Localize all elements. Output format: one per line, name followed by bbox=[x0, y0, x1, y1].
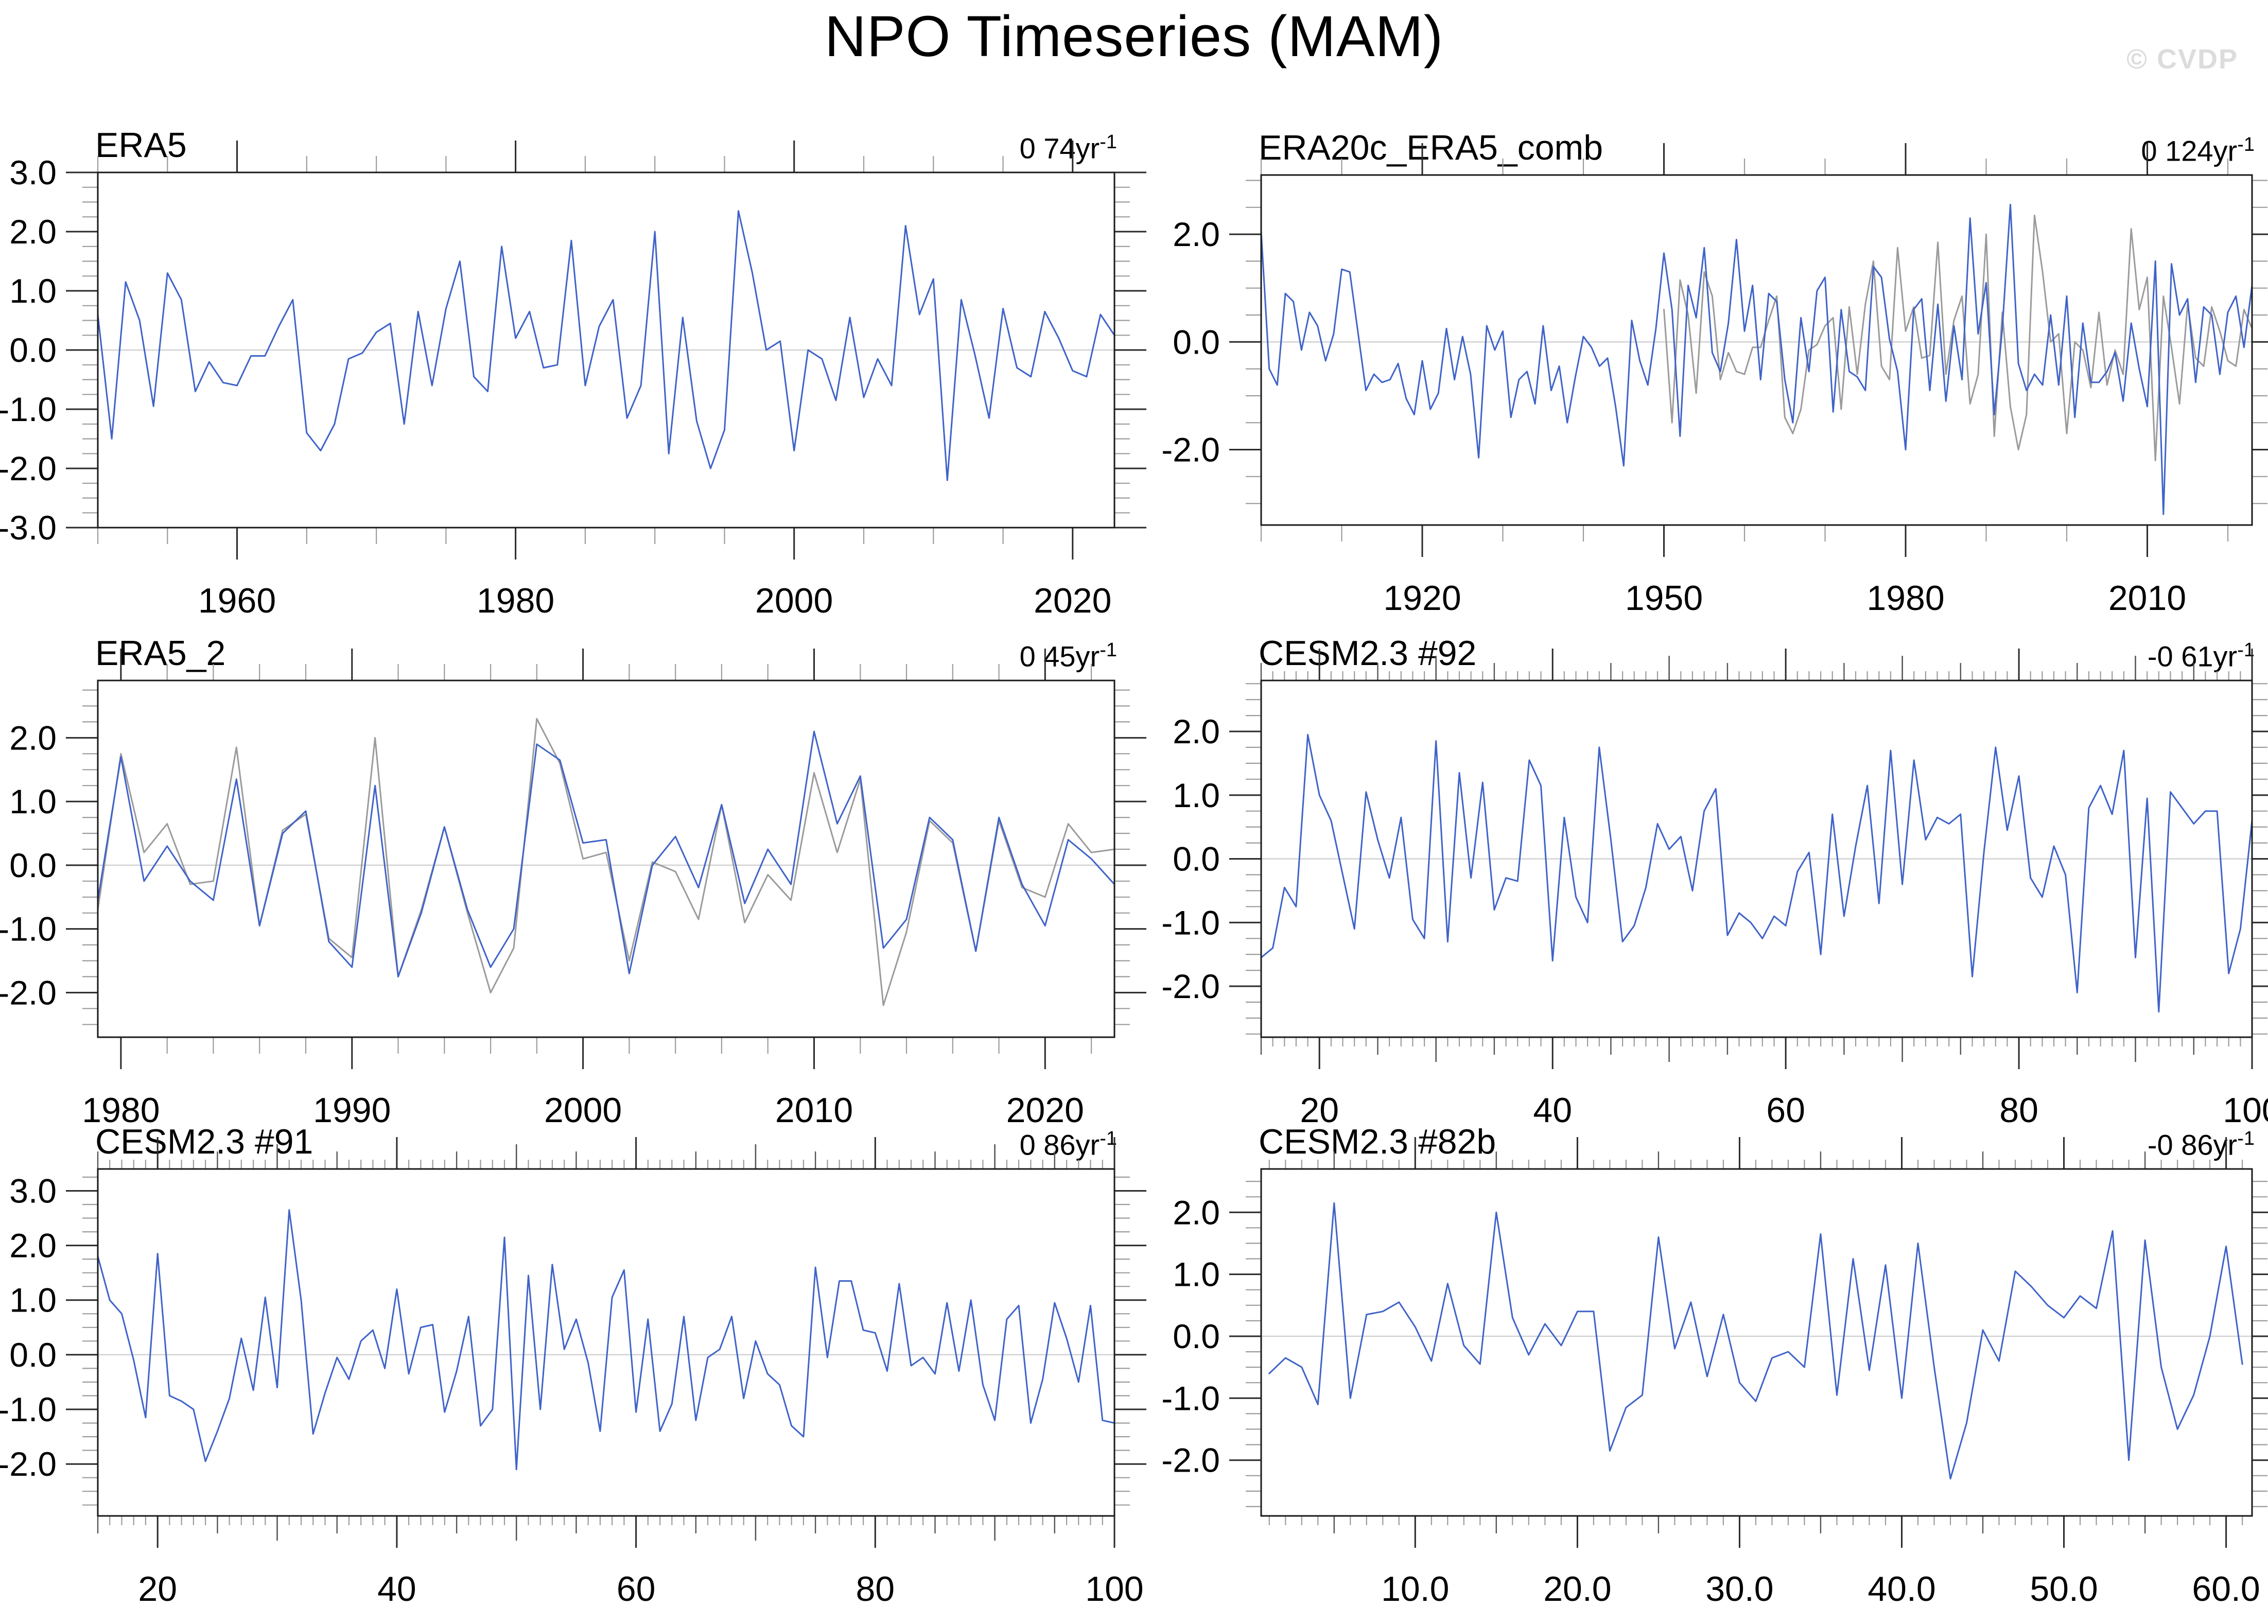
x-tick-label: 2000 bbox=[544, 1091, 622, 1130]
panel-title: CESM2.3 #82b bbox=[1259, 1122, 1496, 1161]
panel-header-era5: ERA5 0 74yr-1 bbox=[95, 125, 1117, 165]
x-tick-label: 20.0 bbox=[1543, 1569, 1611, 1609]
panel-title: ERA20c_ERA5_comb bbox=[1259, 128, 1603, 167]
x-tick-label: 2010 bbox=[775, 1091, 853, 1130]
series-line bbox=[1268, 1202, 2243, 1480]
plot-frame bbox=[97, 1168, 1115, 1517]
x-tick-label: 2000 bbox=[755, 581, 833, 620]
cvdp-watermark: © CVDP bbox=[2126, 44, 2238, 75]
y-tick-label: 0.0 bbox=[1173, 323, 1220, 361]
y-tick-label: -2.0 bbox=[0, 973, 57, 1011]
panel-header-cesm23-92: CESM2.3 #92 -0 61yr-1 bbox=[1259, 633, 2255, 673]
y-tick-label: -2.0 bbox=[1161, 967, 1220, 1005]
figure-title: NPO Timeseries (MAM) bbox=[824, 4, 1444, 68]
trend-label: -0 86yr-1 bbox=[2147, 1128, 2255, 1161]
series-line bbox=[1260, 204, 2253, 515]
y-tick-label: 0.0 bbox=[9, 846, 57, 884]
y-tick-label: 1.0 bbox=[9, 1281, 57, 1319]
y-tick-label: 2.0 bbox=[1173, 712, 1220, 750]
y-tick-label: 0.0 bbox=[1173, 1317, 1220, 1355]
y-tick-label: -2.0 bbox=[1161, 1441, 1220, 1479]
y-tick-label: -3.0 bbox=[0, 509, 57, 547]
x-tick-label: 2020 bbox=[1034, 581, 1111, 620]
timeseries-plot-era20c-era5-comb: 2.0 0.0 -2.0 1920 1950 1980 2010 bbox=[1161, 143, 2268, 618]
y-tick-label: 0.0 bbox=[1173, 840, 1220, 878]
y-tick-label: 2.0 bbox=[9, 213, 57, 251]
x-tick-label: 80 bbox=[1999, 1091, 2038, 1130]
x-tick-label: 60.0 bbox=[2192, 1569, 2260, 1609]
y-tick-label: 1.0 bbox=[1173, 776, 1220, 814]
x-tick-label: 30.0 bbox=[1705, 1569, 1773, 1609]
x-tick-label: 50.0 bbox=[2030, 1569, 2098, 1609]
y-tick-label: 3.0 bbox=[9, 153, 57, 191]
x-tick-label: 2020 bbox=[1006, 1091, 1084, 1130]
panel-header-era5-2: ERA5_2 0 45yr-1 bbox=[95, 633, 1117, 673]
x-tick-label: 2010 bbox=[2108, 579, 2186, 618]
y-tick-label: 1.0 bbox=[9, 782, 57, 820]
plot-frame bbox=[1260, 1168, 2253, 1517]
x-tick-label: 1980 bbox=[477, 581, 554, 620]
y-tick-label: -1.0 bbox=[0, 1390, 57, 1428]
y-tick-label: -2.0 bbox=[1161, 431, 1220, 469]
x-tick-label: 60 bbox=[617, 1569, 656, 1609]
trend-label: 0 124yr-1 bbox=[2141, 134, 2255, 167]
y-tick-label: -2.0 bbox=[0, 1445, 57, 1483]
y-tick-label: -1.0 bbox=[1161, 903, 1220, 941]
x-tick-label: 80 bbox=[856, 1569, 895, 1609]
timeseries-plot-cesm23-82b: 2.0 1.0 0.0 -1.0 -2.0 10.0 20.0 30.0 40.0 50.0 60.… bbox=[1161, 1137, 2268, 1609]
timeseries-plot-cesm23-91: 3.0 2.0 1.0 0.0 -1.0 -2.0 20 40 60 80 100 bbox=[0, 1137, 1146, 1609]
y-tick-label: 2.0 bbox=[9, 719, 57, 757]
trend-label: -0 61yr-1 bbox=[2147, 639, 2255, 673]
x-tick-label: 20 bbox=[138, 1569, 177, 1609]
series-line bbox=[1663, 215, 2253, 461]
series-line bbox=[97, 718, 1115, 1006]
y-tick-label: -1.0 bbox=[1161, 1379, 1220, 1417]
x-tick-label: 1960 bbox=[198, 581, 276, 620]
y-tick-label: 2.0 bbox=[9, 1227, 57, 1265]
y-tick-label: 2.0 bbox=[1173, 1193, 1220, 1231]
trend-label: 0 45yr-1 bbox=[1019, 639, 1117, 673]
x-tick-label: 10.0 bbox=[1381, 1569, 1449, 1609]
x-tick-label: 40.0 bbox=[1868, 1569, 1935, 1609]
series-line bbox=[97, 1209, 1115, 1471]
y-tick-label: -1.0 bbox=[0, 390, 57, 428]
x-tick-label: 20 bbox=[1300, 1091, 1339, 1130]
x-tick-label: 40 bbox=[1533, 1091, 1572, 1130]
y-tick-label: 3.0 bbox=[9, 1172, 57, 1210]
y-tick-label: -1.0 bbox=[0, 910, 57, 948]
x-tick-label: 1920 bbox=[1383, 579, 1461, 618]
y-tick-label: -2.0 bbox=[0, 449, 57, 487]
timeseries-plot-cesm23-92: 2.0 1.0 0.0 -1.0 -2.0 20 40 60 80 100 bbox=[1161, 649, 2268, 1130]
x-tick-label: 100 bbox=[2223, 1091, 2268, 1130]
plot-frame bbox=[97, 171, 1115, 529]
series-line bbox=[97, 210, 1115, 481]
x-tick-label: 1980 bbox=[1866, 579, 1944, 618]
y-tick-label: 0.0 bbox=[9, 331, 57, 369]
y-tick-label: 2.0 bbox=[1173, 215, 1220, 253]
x-tick-label: 100 bbox=[1085, 1569, 1143, 1609]
x-tick-label: 60 bbox=[1766, 1091, 1805, 1130]
y-tick-label: 1.0 bbox=[1173, 1255, 1220, 1294]
timeseries-plot-era5-2: 2.0 1.0 0.0 -1.0 -2.0 1980 1990 2000 2010 2020 bbox=[0, 649, 1146, 1130]
y-tick-label: 0.0 bbox=[9, 1336, 57, 1374]
x-tick-label: 1950 bbox=[1625, 579, 1703, 618]
trend-label: 0 74yr-1 bbox=[1019, 131, 1117, 165]
series-line bbox=[97, 730, 1115, 977]
plot-frame bbox=[1260, 679, 2253, 1038]
plot-frame bbox=[1260, 174, 2253, 526]
x-tick-label: 1990 bbox=[313, 1091, 391, 1130]
y-tick-label: 1.0 bbox=[9, 272, 57, 310]
panel-header-era20c-era5-comb: ERA20c_ERA5_comb 0 124yr-1 bbox=[1259, 128, 2255, 168]
x-tick-label: 1980 bbox=[82, 1091, 160, 1130]
panel-title: ERA5 bbox=[95, 126, 187, 165]
panel-header-cesm23-82b: CESM2.3 #82b -0 86yr-1 bbox=[1259, 1122, 2255, 1162]
x-tick-label: 40 bbox=[377, 1569, 416, 1609]
timeseries-plot-era5: 3.0 2.0 1.0 0.0 -1.0 -2.0 -3.0 1960 1980 2000 2020 bbox=[0, 141, 1146, 620]
plot-frame bbox=[97, 679, 1115, 1038]
panel-title: ERA5_2 bbox=[95, 634, 226, 673]
series-line bbox=[1260, 734, 2253, 1012]
panel-title: CESM2.3 #92 bbox=[1259, 634, 1477, 673]
